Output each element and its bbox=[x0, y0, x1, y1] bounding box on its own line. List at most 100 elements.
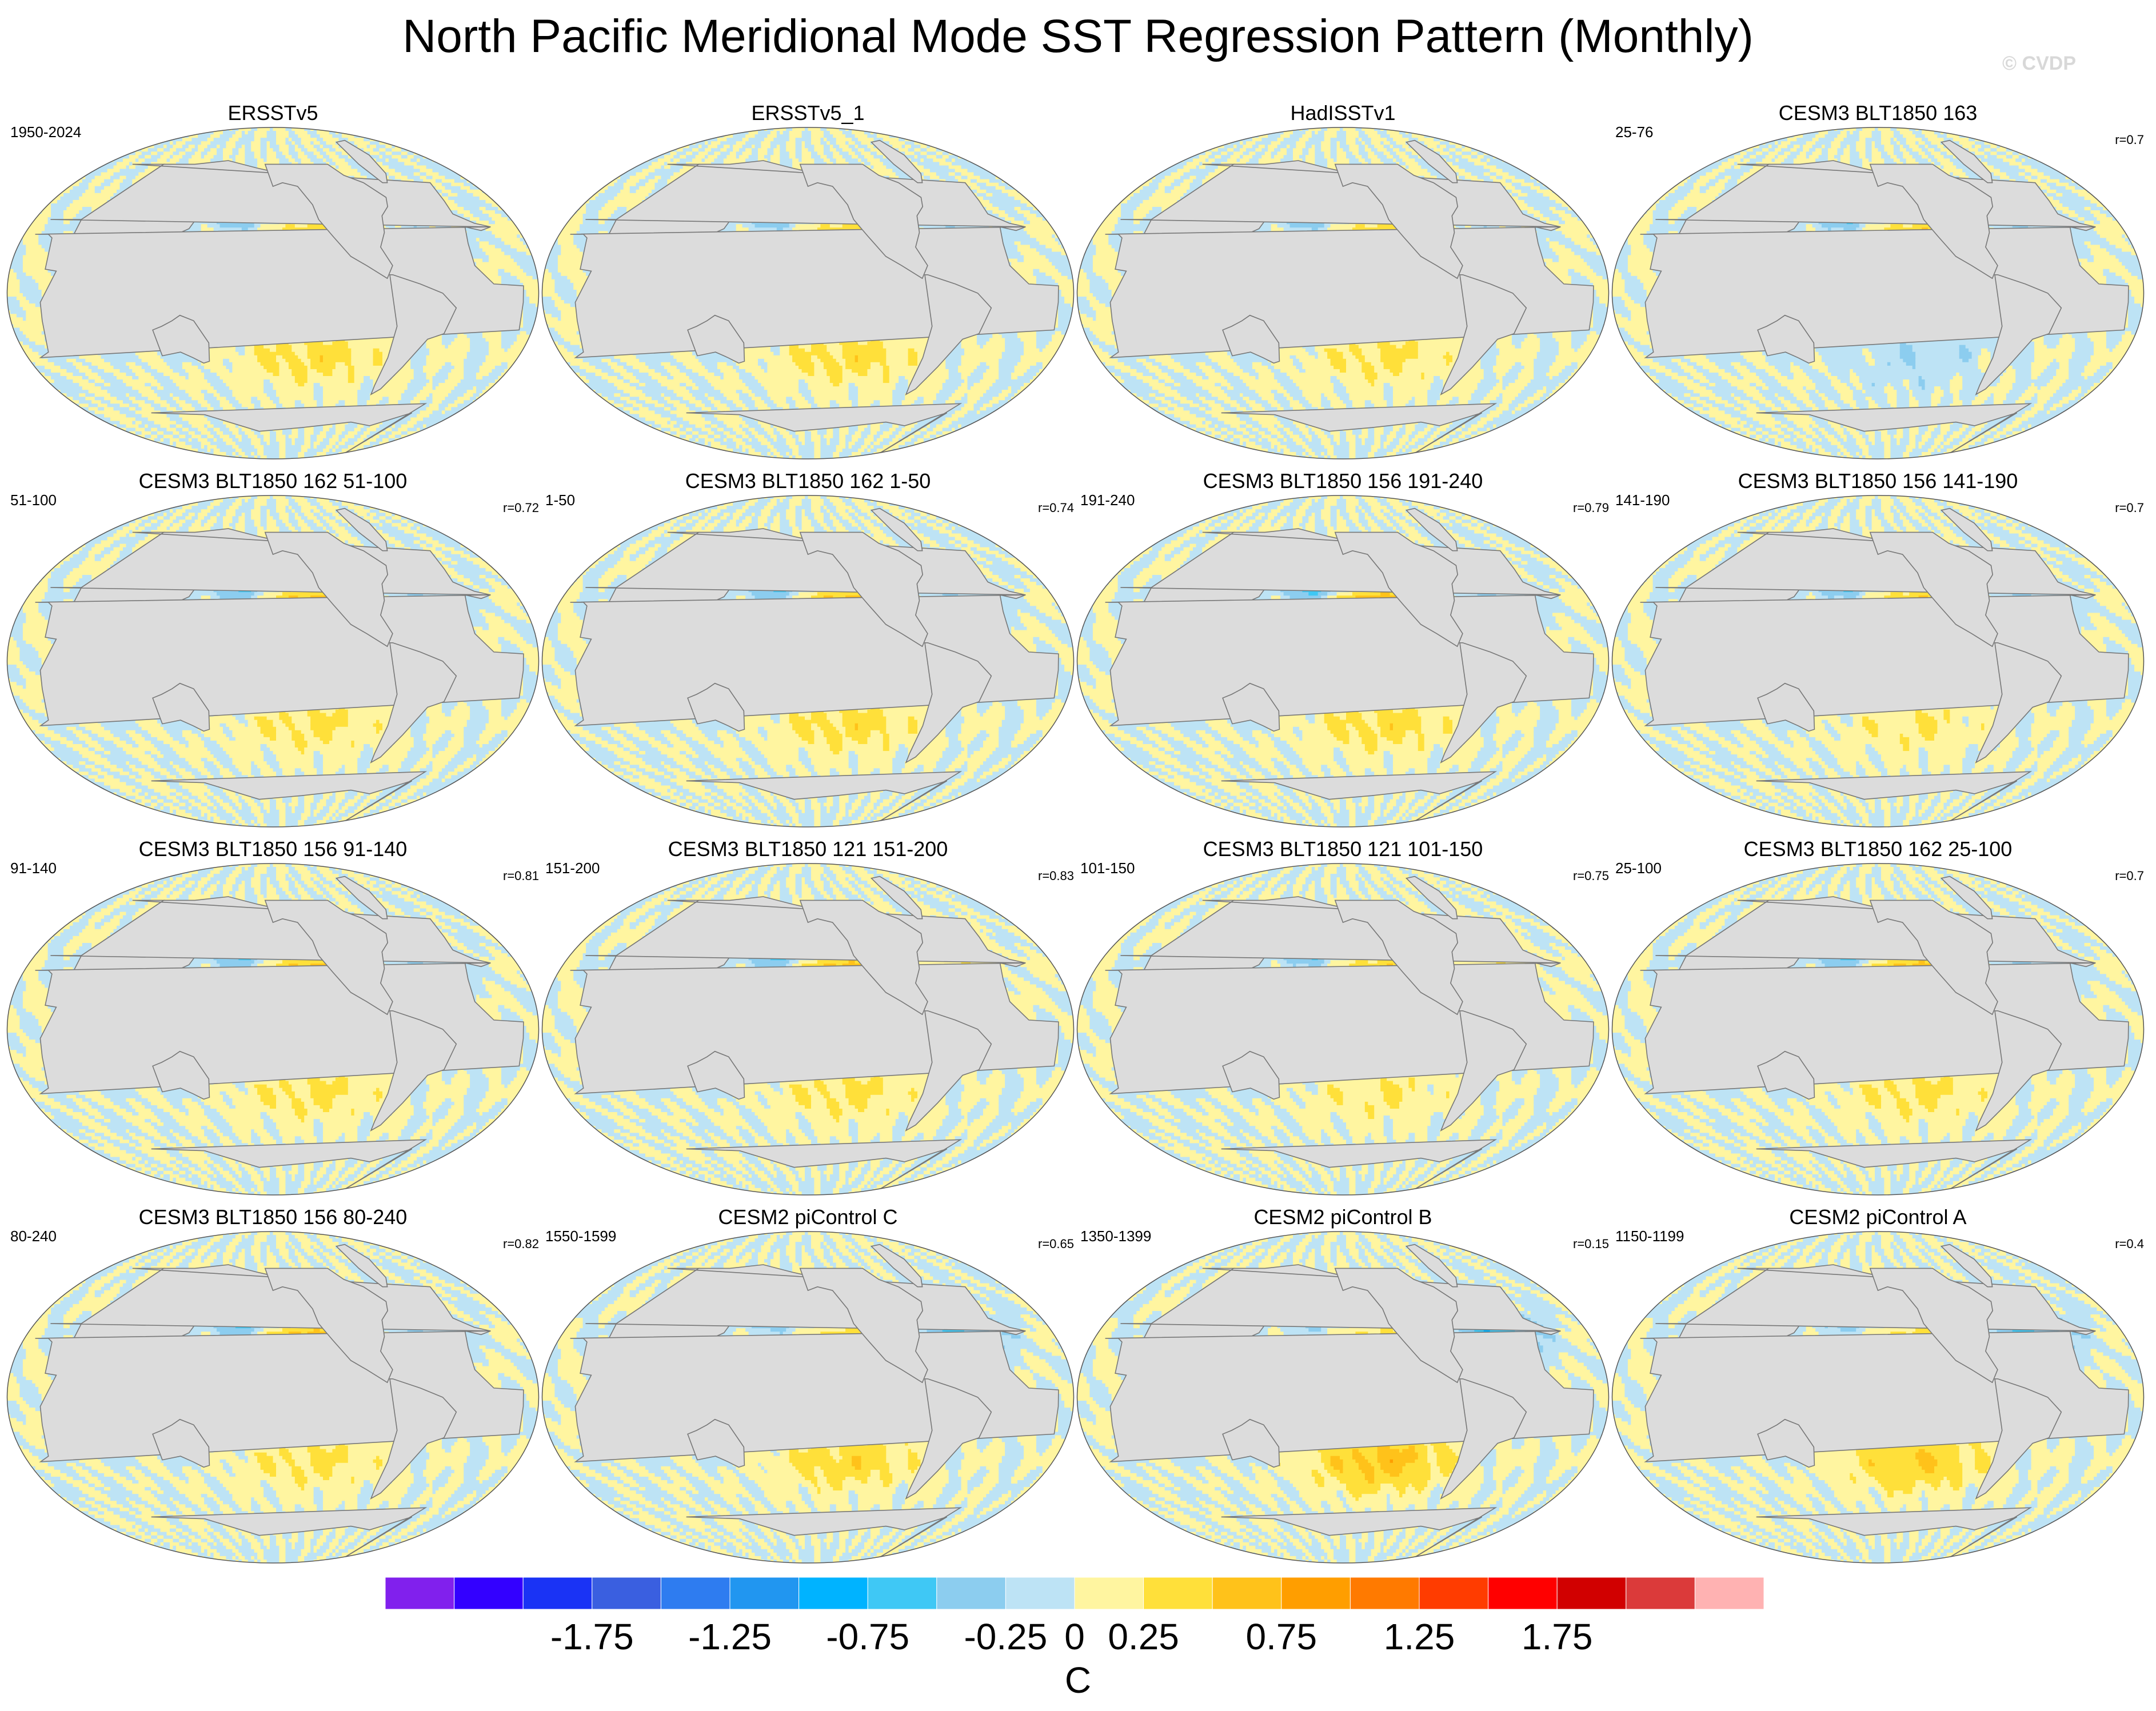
sst-cell bbox=[66, 145, 76, 149]
sst-cell bbox=[7, 390, 14, 394]
sst-cell bbox=[542, 151, 546, 155]
sst-cell bbox=[830, 158, 837, 162]
sst-cell bbox=[48, 151, 55, 155]
sst-cell bbox=[649, 166, 662, 170]
sst-cell bbox=[720, 141, 736, 145]
sst-cell bbox=[652, 134, 668, 138]
sst-cell bbox=[711, 141, 721, 145]
sst-cell bbox=[73, 397, 86, 401]
sst-cell bbox=[351, 455, 358, 459]
sst-cell bbox=[858, 145, 868, 149]
sst-cell bbox=[135, 397, 149, 401]
sst-cell bbox=[520, 331, 527, 335]
sst-cell bbox=[376, 438, 383, 442]
sst-cell bbox=[429, 435, 436, 439]
sst-cell bbox=[395, 442, 405, 446]
sst-cell bbox=[433, 127, 436, 131]
sst-cell bbox=[238, 148, 245, 152]
sst-cell bbox=[717, 138, 727, 142]
sst-cell bbox=[323, 158, 326, 162]
sst-cell bbox=[336, 425, 345, 429]
sst-cell bbox=[1005, 141, 1021, 145]
sst-cell bbox=[983, 145, 993, 149]
sst-cell bbox=[95, 186, 105, 190]
sst-cell bbox=[510, 379, 539, 383]
sst-cell bbox=[414, 166, 427, 170]
sst-cell bbox=[198, 438, 207, 442]
sst-cell bbox=[973, 155, 980, 159]
sst-cell bbox=[489, 255, 511, 259]
sst-cell bbox=[82, 455, 86, 459]
sst-cell bbox=[95, 145, 102, 149]
sst-cell bbox=[292, 431, 298, 435]
sst-cell bbox=[1064, 197, 1074, 201]
sst-cell bbox=[229, 155, 236, 159]
sst-cell bbox=[91, 418, 98, 422]
sst-cell bbox=[101, 376, 117, 380]
sst-cell bbox=[135, 418, 149, 422]
sst-cell bbox=[495, 245, 511, 249]
sst-cell bbox=[104, 407, 114, 411]
sst-cell bbox=[833, 145, 840, 149]
sst-cell bbox=[786, 148, 796, 152]
sst-cell bbox=[323, 438, 330, 442]
sst-cell bbox=[142, 414, 167, 418]
sst-cell bbox=[486, 338, 502, 342]
sst-cell bbox=[101, 148, 108, 152]
sst-cell bbox=[326, 445, 333, 449]
sst-cell bbox=[708, 151, 714, 155]
sst-cell bbox=[501, 134, 508, 138]
sst-cell bbox=[410, 158, 417, 162]
sst-cell bbox=[320, 359, 324, 363]
sst-cell bbox=[977, 179, 990, 183]
sst-cell bbox=[426, 345, 446, 349]
sst-cell bbox=[461, 141, 470, 145]
sst-cell bbox=[873, 155, 883, 159]
sst-cell bbox=[395, 169, 421, 173]
sst-cell bbox=[570, 158, 580, 162]
sst-cell bbox=[470, 138, 480, 142]
sst-cell bbox=[57, 407, 64, 411]
sst-cell bbox=[380, 151, 386, 155]
sst-cell bbox=[51, 138, 61, 142]
sst-cell bbox=[433, 452, 440, 456]
sst-cell bbox=[7, 349, 14, 353]
sst-cell bbox=[7, 297, 17, 301]
sst-cell bbox=[7, 183, 14, 187]
sst-cell bbox=[70, 141, 86, 145]
sst-cell bbox=[461, 166, 486, 170]
sst-cell bbox=[717, 131, 730, 135]
sst-cell bbox=[520, 158, 533, 162]
sst-cell bbox=[220, 224, 255, 228]
sst-cell bbox=[332, 373, 348, 377]
sst-cell bbox=[367, 131, 383, 135]
sst-cell bbox=[436, 373, 449, 377]
sst-cell bbox=[855, 134, 868, 138]
sst-cell bbox=[7, 279, 21, 283]
sst-cell bbox=[977, 131, 984, 135]
sst-cell bbox=[185, 141, 201, 145]
sst-cell bbox=[142, 151, 151, 155]
sst-cell bbox=[495, 234, 517, 238]
sst-cell bbox=[370, 151, 380, 155]
sst-cell bbox=[533, 169, 540, 173]
sst-cell bbox=[930, 169, 956, 173]
sst-cell bbox=[495, 141, 511, 145]
sst-cell bbox=[235, 349, 245, 353]
sst-cell bbox=[42, 410, 58, 414]
sst-cell bbox=[10, 414, 14, 418]
sst-cell bbox=[523, 217, 536, 221]
sst-cell bbox=[445, 127, 452, 131]
sst-cell bbox=[927, 155, 936, 159]
sst-cell bbox=[163, 145, 167, 149]
sst-cell bbox=[82, 386, 102, 390]
sst-cell bbox=[401, 438, 411, 442]
sst-cell bbox=[467, 449, 480, 453]
sst-cell bbox=[796, 148, 802, 152]
sst-cell bbox=[1015, 134, 1021, 138]
sst-cell bbox=[276, 390, 314, 394]
sst-cell bbox=[176, 428, 183, 432]
sst-cell bbox=[110, 400, 123, 404]
sst-cell bbox=[698, 145, 702, 149]
sst-cell bbox=[577, 127, 584, 131]
